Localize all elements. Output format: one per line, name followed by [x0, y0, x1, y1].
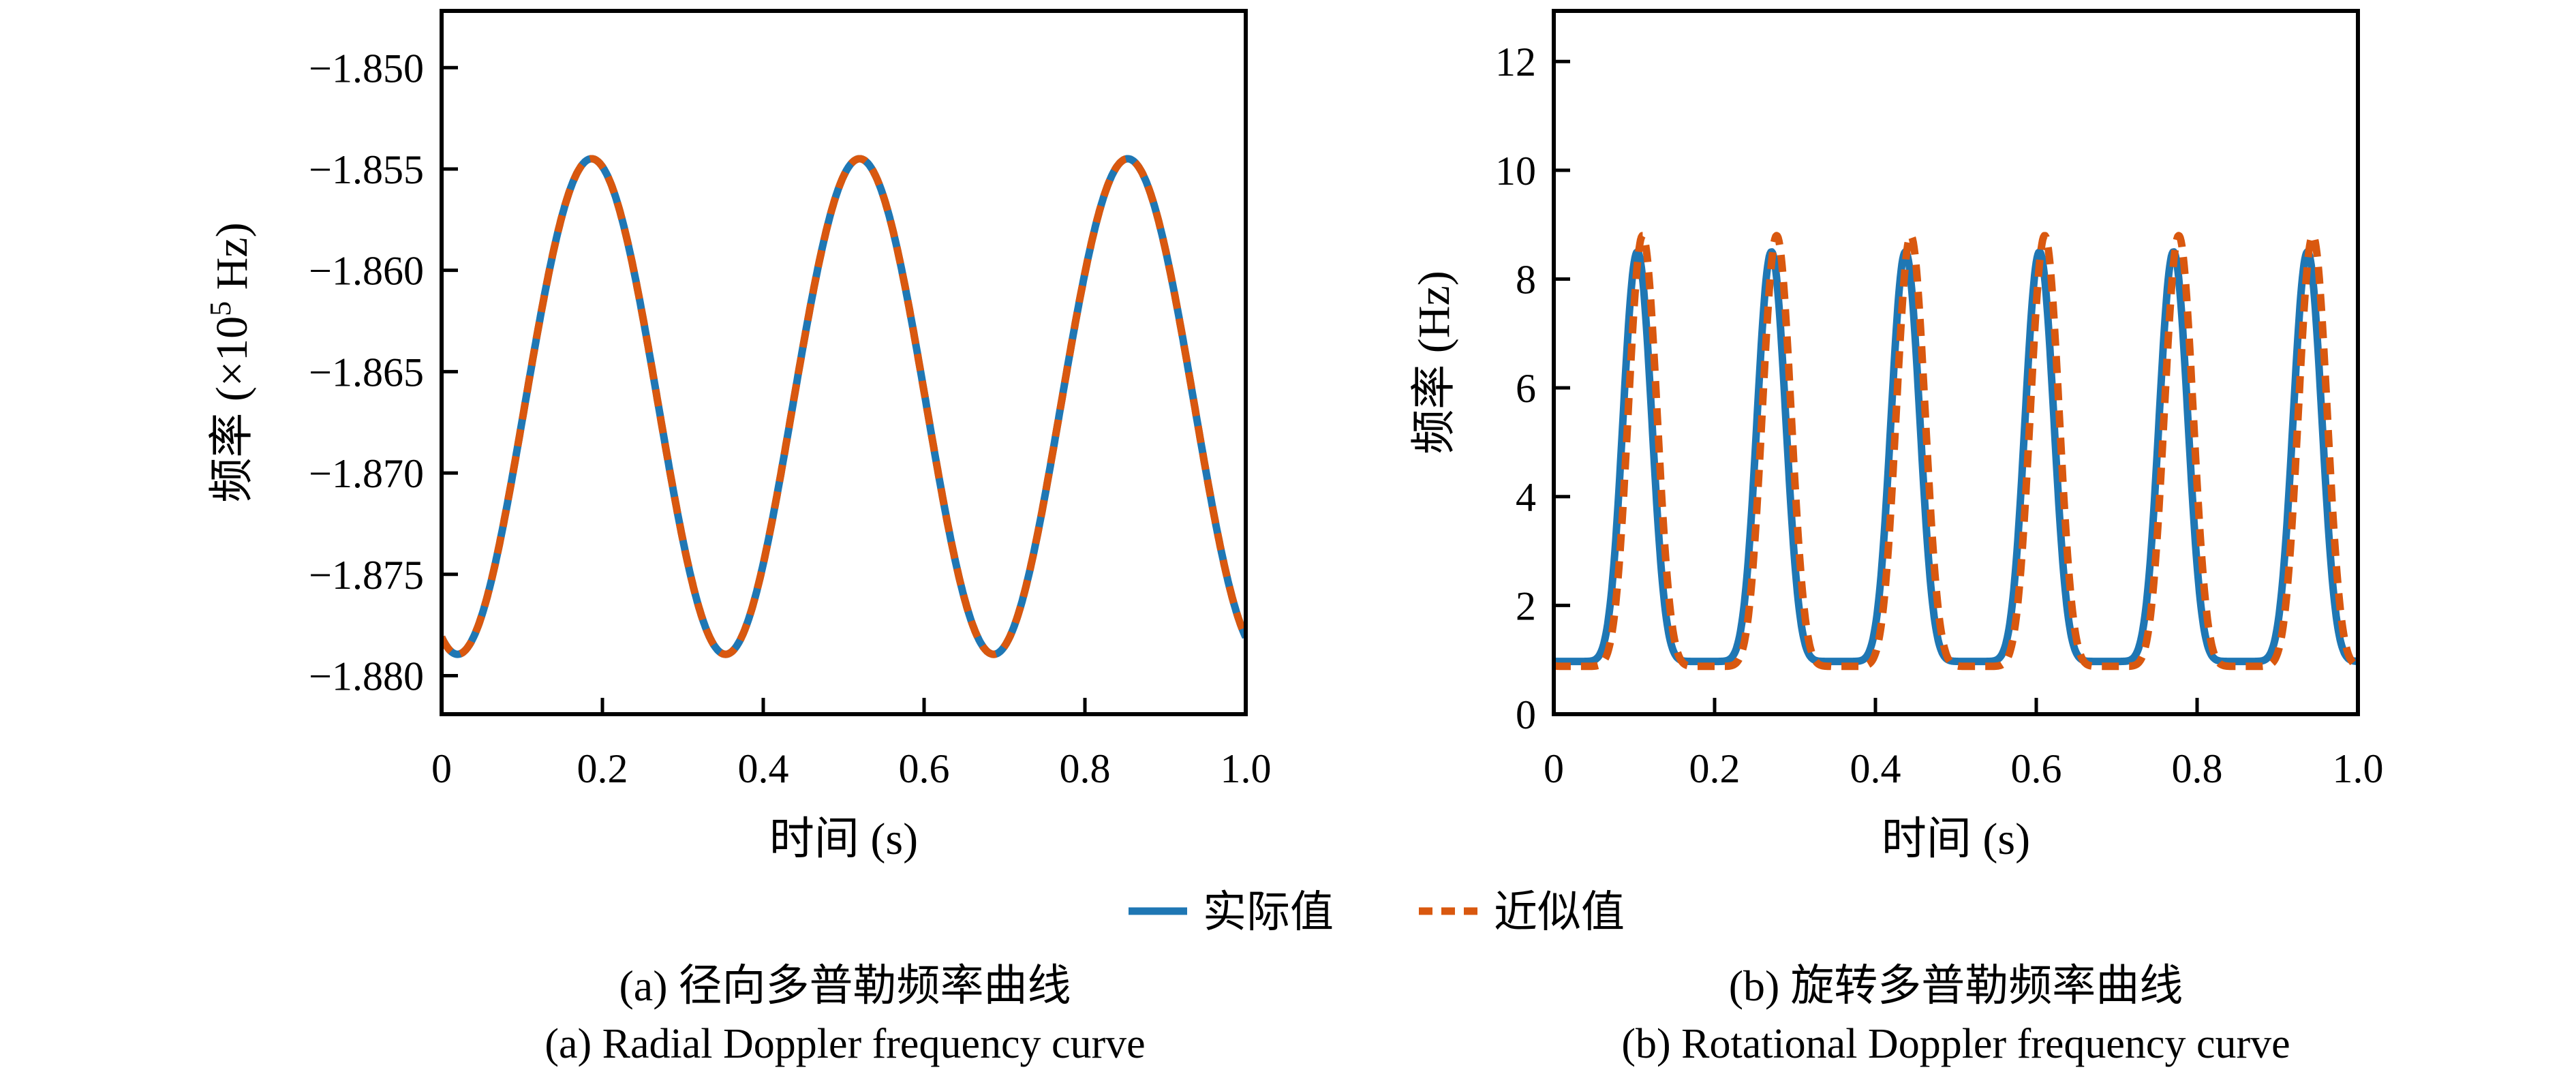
x-tick-label: 0.6 [899, 746, 950, 791]
y-tick-label: 2 [1516, 583, 1536, 628]
chart-rotational-doppler: 0 2 4 6 8 10 12 0 0.2 0.4 0.6 0.8 1.0 时间 (s) 频率 (Hz) [1409, 9, 2384, 864]
x-axis-label: 时间 (s) [769, 814, 918, 864]
caption-b-zh: (b) 旋转多普勒频率曲线 [1729, 962, 2183, 1010]
legend: 实际值 近似值 [1129, 888, 1625, 936]
y-tick-label: −1.850 [309, 46, 424, 91]
x-tick-label: 0 [1544, 746, 1564, 791]
series-approx-line [442, 155, 1246, 658]
y-tick-label: −1.860 [309, 249, 424, 294]
y-tick-label: 6 [1516, 366, 1536, 411]
y-tick-label: −1.855 [309, 147, 424, 192]
x-tick-label: 1.0 [2333, 746, 2384, 791]
series-actual-line [1554, 248, 2358, 666]
y-tick-label: −1.865 [309, 350, 424, 395]
x-tick-label: 0 [431, 746, 452, 791]
x-tick-label: 0.2 [577, 746, 628, 791]
series-approx-line [1554, 232, 2358, 671]
series-actual-line [442, 155, 1246, 658]
x-tick-label: 0.4 [1850, 746, 1901, 791]
y-tick-label: 12 [1495, 40, 1536, 85]
x-tick-label: 0.4 [738, 746, 789, 791]
x-tick-label: 0.6 [2011, 746, 2062, 791]
legend-label-approx: 近似值 [1494, 888, 1625, 936]
y-tick-label: 8 [1516, 257, 1536, 302]
x-axis-label: 时间 (s) [1882, 814, 2030, 864]
chart-radial-doppler: −1.850 −1.855 −1.860 −1.865 −1.870 −1.875 −1.8… [204, 9, 1272, 864]
y-tick-label: −1.875 [309, 553, 424, 598]
x-tick-label: 0.8 [1060, 746, 1111, 791]
x-tick-label: 1.0 [1221, 746, 1272, 791]
y-tick-label: −1.870 [309, 451, 424, 496]
y-axis-label: 频率 (×105 Hz) [204, 222, 257, 502]
caption-a-zh: (a) 径向多普勒频率曲线 [619, 962, 1071, 1010]
y-tick-label: −1.880 [309, 654, 424, 699]
caption-a-en: (a) Radial Doppler frequency curve [545, 1021, 1145, 1067]
y-axis-label: 频率 (Hz) [1409, 271, 1459, 454]
legend-label-actual: 实际值 [1203, 888, 1334, 936]
y-tick-label: 0 [1516, 692, 1536, 737]
x-tick-label: 0.8 [2172, 746, 2223, 791]
x-tick-label: 0.2 [1689, 746, 1741, 791]
plot-frame [1552, 9, 2360, 716]
y-tick-label: 4 [1516, 475, 1536, 520]
caption-b-en: (b) Rotational Doppler frequency curve [1621, 1021, 2290, 1067]
plot-frame [440, 9, 1248, 716]
y-tick-label: 10 [1495, 149, 1536, 194]
